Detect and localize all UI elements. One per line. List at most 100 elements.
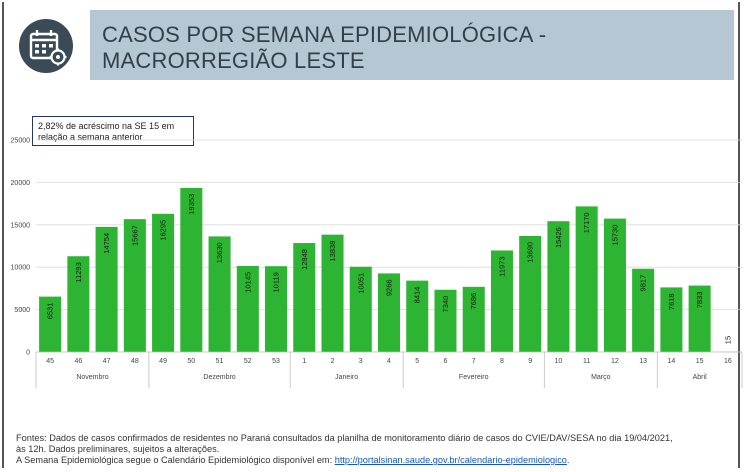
bar [688,285,711,352]
x-tick-label: 3 [359,358,363,365]
x-tick-label: 8 [500,358,504,365]
bar-value-label: 7618 [667,293,676,310]
bar-value-label: 12848 [300,249,309,270]
bar-value-label: 16295 [159,220,168,241]
y-tick-label: 0 [26,350,30,357]
bar [180,187,203,352]
footer-line-3-suffix: . [566,455,570,465]
bar [208,236,231,352]
x-tick-label: 10 [555,358,563,365]
bar-value-label: 15426 [554,227,563,248]
bar [152,213,175,352]
y-tick-label: 20000 [11,180,31,187]
bar-value-label: 8414 [413,287,422,304]
x-tick-label: 4 [387,358,391,365]
x-tick-label: 13 [639,358,647,365]
bar [377,273,401,352]
bar [603,218,626,352]
x-tick-label: 50 [187,358,195,365]
bar [490,250,513,352]
footer-line-3-prefix: A Semana Epidemiológica segue o Calendár… [16,455,335,465]
bar [39,296,62,352]
month-label: Fevereiro [459,374,489,381]
bar-value-label: 15667 [130,225,139,246]
bar-value-label: 14754 [102,233,111,254]
x-tick-label: 49 [159,358,167,365]
bar-value-label: 6531 [46,303,55,320]
x-tick-label: 12 [611,358,619,365]
bar [265,266,288,352]
footer-sources: Fontes: Dados de casos confirmados de re… [16,433,746,466]
x-tick-label: 51 [216,358,224,365]
y-tick-label: 25000 [11,138,31,145]
x-tick-label: 45 [46,358,54,365]
calendar-gear-icon [18,18,74,74]
footer-line-2: às 12h. Dados preliminares, sujeitos a a… [16,444,220,454]
title-banner: CASOS POR SEMANA EPIDEMIOLÓGICA - MACROR… [90,10,734,80]
x-tick-label: 52 [244,358,252,365]
month-label: Março [591,374,611,381]
bar-value-label: 7833 [695,292,704,309]
bar-value-label: 10051 [356,273,365,294]
bar [406,280,429,352]
month-label: Novembro [76,374,108,381]
bar-value-label: 13630 [215,242,224,263]
footer-line-1: Fontes: Dados de casos confirmados de re… [16,433,673,443]
page-title: CASOS POR SEMANA EPIDEMIOLÓGICA - MACROR… [102,22,546,74]
bar-value-label: 9266 [385,279,394,296]
footer-line-3: A Semana Epidemiológica segue o Calendár… [16,455,746,466]
bar [462,286,485,352]
x-tick-label: 14 [668,358,676,365]
bar [95,226,118,352]
bar-value-label: 11293 [74,262,83,282]
y-tick-label: 15000 [11,222,31,229]
bar-value-label: 17170 [582,212,591,233]
x-tick-label: 6 [444,358,448,365]
bar [67,256,90,352]
slide-frame [2,2,740,468]
x-tick-label: 11 [583,358,590,365]
cases-bar-chart: 0500010000150002000025000653145112934614… [11,138,743,388]
bar [519,235,542,352]
bar-value-label: 10145 [243,272,252,293]
month-label: Abril [693,374,707,381]
x-tick-label: 1 [302,358,306,365]
bar [123,219,146,352]
bar [632,268,655,352]
bar [547,221,570,352]
bar-value-label: 9817 [639,275,648,292]
x-tick-label: 46 [74,358,82,365]
bar [236,265,259,352]
annotation-line-2: relação a semana anterior [38,132,143,142]
bar-value-label: 7340 [441,296,450,313]
bar [434,289,457,352]
bar [321,234,344,352]
x-tick-label: 47 [103,358,111,365]
growth-annotation: 2,82% de acréscimo na SE 15 em relação a… [32,116,194,146]
bar-value-label: 19353 [187,194,196,215]
x-tick-label: 48 [131,358,139,365]
bar-value-label: 15 [723,336,732,344]
x-tick-label: 5 [415,358,419,365]
y-tick-label: 5000 [14,307,30,314]
bar-value-label: 10119 [272,272,281,292]
x-tick-label: 16 [724,358,732,365]
bar [575,206,598,352]
x-tick-label: 15 [696,358,704,365]
x-tick-label: 53 [272,358,280,365]
y-tick-label: 10000 [11,265,31,272]
month-label: Janeiro [335,374,358,381]
bar-value-label: 13690 [526,242,535,263]
x-tick-label: 2 [331,358,335,365]
x-tick-label: 7 [472,358,476,365]
title-line-1: CASOS POR SEMANA EPIDEMIOLÓGICA - [102,22,547,47]
bar-value-label: 7686 [469,293,478,310]
x-tick-label: 9 [528,358,532,365]
bar [349,266,372,352]
bar-value-label: 13838 [328,241,337,262]
title-line-2: MACRORREGIÃO LESTE [102,48,365,73]
annotation-line-1: 2,82% de acréscimo na SE 15 em [38,121,175,131]
bar-value-label: 15730 [610,225,619,246]
calendar-link[interactable]: http://portalsinan.saude.gov.br/calendar… [334,455,567,465]
month-label: Dezembro [203,374,235,381]
